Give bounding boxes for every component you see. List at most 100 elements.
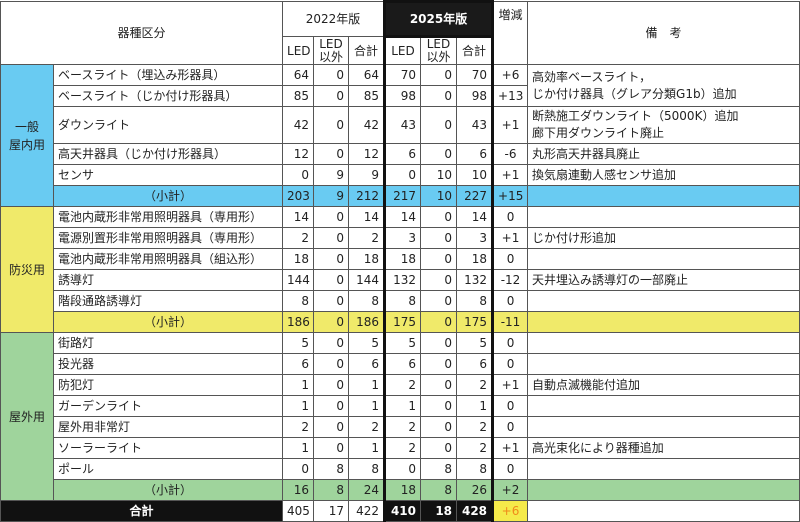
value-2025-non-led: 0: [420, 374, 458, 396]
value-2025-total: 2: [456, 437, 495, 459]
value-2025-total: 227: [456, 185, 495, 207]
value-2022-total: 9: [348, 164, 386, 186]
header-2022-total: 合計: [348, 36, 386, 65]
value-2022-total: 186: [348, 311, 386, 333]
value-2022-led: 405: [282, 500, 315, 522]
value-2022-total: 42: [348, 106, 386, 144]
value-2022-total: 64: [348, 64, 386, 86]
remark: 高光束化により器種追加: [527, 437, 800, 459]
remark: [527, 248, 800, 270]
value-2025-total: 428: [456, 500, 495, 522]
table-row: 高天井器具（じか付け形器具） 12 0 12 6 0 6 -6 丸形高天井器具廃止: [1, 143, 800, 165]
value-2022-led: 2: [282, 416, 315, 438]
value-2025-non-led: 8: [420, 479, 458, 501]
value-2025-led: 18: [383, 479, 422, 501]
value-2022-non-led: 0: [313, 64, 350, 86]
remark: 換気扇連動人感センサ追加: [527, 164, 800, 186]
table-row: 階段通路誘導灯 8 0 8 8 0 8 0: [1, 290, 800, 312]
item-name: 街路灯: [52, 332, 284, 354]
value-2022-led: 1: [282, 437, 315, 459]
table-row: 屋外用 街路灯 5 0 5 5 0 5 0: [0, 332, 800, 501]
remark: 天井埋込み誘導灯の一部廃止: [527, 269, 800, 291]
header-2025: 2025年版: [383, 0, 495, 38]
value-2022-non-led: 0: [313, 206, 350, 228]
value-2025-led: 70: [383, 64, 422, 86]
value-2025-total: 18: [456, 248, 495, 270]
value-2025-led: 43: [383, 106, 422, 144]
value-2022-led: 6: [282, 353, 315, 375]
value-2022-led: 186: [282, 311, 315, 333]
table-row: 電池内蔵形非常用照明器具（組込形） 18 0 18 18 0 18 0: [1, 248, 800, 270]
value-2025-non-led: 18: [420, 500, 458, 522]
value-2022-led: 2: [282, 227, 315, 249]
value-2025-non-led: 0: [420, 416, 458, 438]
value-2025-non-led: 0: [420, 395, 458, 417]
value-2022-total: 2: [348, 416, 386, 438]
value-2022-led: 85: [282, 85, 315, 107]
diff-value: +13: [492, 85, 529, 107]
table-row: 投光器 6 0 6 6 0 6 0: [1, 353, 800, 375]
value-2025-led: 132: [383, 269, 422, 291]
subtotal-remark: [527, 479, 800, 501]
remark: [527, 458, 800, 480]
value-2022-non-led: 0: [313, 227, 350, 249]
value-2025-led: 0: [383, 164, 422, 186]
value-2022-led: 5: [282, 332, 315, 354]
item-name: 電池内蔵形非常用照明器具（組込形）: [52, 248, 284, 270]
item-name: ソーラーライト: [52, 437, 284, 459]
value-2022-non-led: 0: [313, 85, 350, 107]
diff-value: -6: [492, 143, 529, 165]
item-name: 高天井器具（じか付け形器具）: [52, 143, 284, 165]
value-2022-total: 18: [348, 248, 386, 270]
value-2022-led: 42: [282, 106, 315, 144]
diff-value: +1: [492, 164, 529, 186]
value-2025-led: 2: [383, 416, 422, 438]
value-2022-total: 422: [348, 500, 386, 522]
table-row: 一般 屋内用 ベースライト（埋込み形器具） 64 0 64 70 0 70 +6 高効率ベースライ…: [0, 64, 800, 207]
value-2022-total: 5: [348, 332, 386, 354]
value-2025-total: 1: [456, 395, 495, 417]
value-2025-led: 6: [383, 143, 422, 165]
value-2025-led: 8: [383, 290, 422, 312]
remark: [527, 206, 800, 228]
value-2025-total: 10: [456, 164, 495, 186]
item-name: センサ: [52, 164, 284, 186]
subtotal-label: （小計）: [52, 479, 284, 501]
value-2025-non-led: 0: [420, 227, 458, 249]
value-2022-led: 14: [282, 206, 315, 228]
diff-value: 0: [492, 416, 529, 438]
value-2022-non-led: 0: [313, 374, 350, 396]
item-name: 投光器: [52, 353, 284, 375]
diff-value: +6: [492, 64, 529, 86]
value-2022-led: 0: [282, 164, 315, 186]
value-2022-total: 85: [348, 85, 386, 107]
value-2022-led: 64: [282, 64, 315, 86]
value-2025-led: 2: [383, 437, 422, 459]
subtotal-row: （小計） 16 8 24 18 8 26 +2: [1, 479, 800, 501]
table-row: ソーラーライト 1 0 1 2 0 2 +1 高光束化により器種追加: [1, 437, 800, 459]
value-2025-non-led: 0: [420, 106, 458, 144]
remark: [527, 416, 800, 438]
value-2022-non-led: 0: [313, 437, 350, 459]
value-2025-total: 98: [456, 85, 495, 107]
value-2025-non-led: 0: [420, 143, 458, 165]
total-label: 合計: [0, 500, 284, 522]
remark: 断熱施工ダウンライト（5000K）追加 廊下用ダウンライト廃止: [527, 106, 800, 144]
group-label: 一般 屋内用: [0, 64, 54, 207]
subtotal-label: （小計）: [52, 185, 284, 207]
diff-value: +1: [492, 106, 529, 144]
value-2022-total: 6: [348, 353, 386, 375]
value-2022-led: 8: [282, 290, 315, 312]
header-category: 器種区分: [0, 1, 284, 65]
value-2022-non-led: 0: [313, 332, 350, 354]
item-name: ガーデンライト: [52, 395, 284, 417]
value-2022-total: 1: [348, 374, 386, 396]
subtotal-row: （小計） 186 0 186 175 0 175 -11: [1, 311, 800, 333]
value-2022-total: 1: [348, 395, 386, 417]
table-row: 電源別置形非常用照明器具（専用形） 2 0 2 3 0 3 +1 じか付け形追加: [1, 227, 800, 249]
value-2025-total: 3: [456, 227, 495, 249]
value-2022-led: 18: [282, 248, 315, 270]
value-2025-total: 70: [456, 64, 495, 86]
value-2022-non-led: 17: [313, 500, 350, 522]
value-2025-total: 8: [456, 290, 495, 312]
